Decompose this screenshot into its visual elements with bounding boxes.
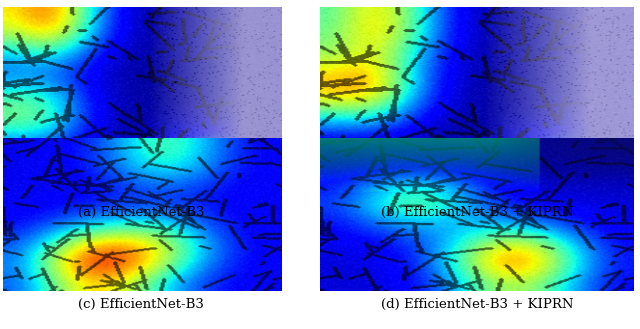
Text: (a) EfficientNet-B3: (a) EfficientNet-B3 [77,206,204,219]
Text: (b) EfficientNet-B3 + KIPRN: (b) EfficientNet-B3 + KIPRN [381,206,573,219]
Text: (c) EfficientNet-B3: (c) EfficientNet-B3 [78,298,204,311]
Text: (d) EfficientNet-B3 + KIPRN: (d) EfficientNet-B3 + KIPRN [381,298,573,311]
